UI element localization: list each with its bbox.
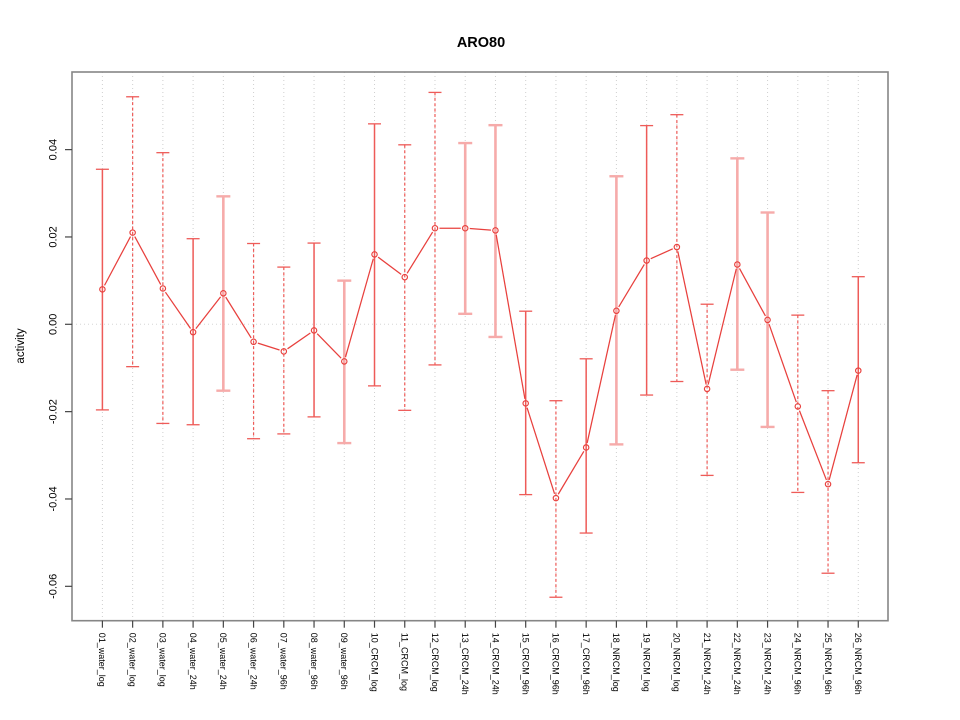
data-point-marker	[431, 224, 439, 232]
data-point-marker	[703, 385, 711, 393]
x-tick-label: 01_water_log	[97, 633, 107, 687]
data-point-marker	[189, 328, 197, 336]
x-tick-label: 13_CRCM_24h	[460, 633, 470, 695]
series-line-segment	[526, 407, 556, 495]
data-point-marker	[764, 316, 771, 324]
data-point-marker	[250, 338, 257, 346]
data-point-marker	[310, 327, 318, 334]
x-tick-label: 22_NRCM_24h	[732, 633, 742, 695]
x-tick-label: 12_CRCM_log	[430, 633, 440, 692]
x-tick-label: 05_water_24h	[218, 633, 228, 690]
series-line-segment	[677, 251, 707, 385]
data-point-marker	[461, 224, 469, 232]
x-tick-label: 14_CRCM_24h	[490, 633, 500, 695]
series-line-segment	[377, 256, 402, 275]
data-point-marker	[159, 285, 167, 292]
x-tick-label: 04_water_24h	[188, 633, 198, 690]
y-tick-label: 0.02	[48, 226, 60, 247]
series-line-segment	[495, 234, 526, 400]
series-line-segment	[798, 410, 827, 481]
x-tick-label: 16_CRCM_96h	[551, 633, 561, 695]
x-tick-label: 19_NRCM_log	[641, 633, 651, 692]
data-point-marker	[794, 403, 802, 410]
x-tick-label: 02_water_log	[127, 633, 137, 687]
data-point-marker	[401, 273, 409, 281]
x-tick-label: 24_NRCM_96h	[793, 633, 803, 695]
data-point-marker	[220, 290, 227, 297]
data-point-marker	[734, 261, 741, 268]
data-point-marker	[855, 367, 862, 374]
x-tick-label: 15_CRCM_96h	[520, 633, 530, 695]
y-tick-label: 0.04	[48, 139, 60, 160]
series-line-segment	[257, 342, 280, 351]
data-point-marker	[492, 227, 499, 234]
y-tick-label: -0.04	[48, 486, 60, 511]
x-tick-label: 06_water_24h	[248, 633, 258, 690]
data-point-marker	[552, 494, 560, 502]
series-line-segment	[103, 236, 132, 286]
x-tick-label: 07_water_96h	[279, 633, 289, 690]
chart-title: ARO80	[457, 35, 505, 51]
series-line-segment	[287, 332, 311, 350]
x-tick-label: 18_NRCM_log	[611, 633, 621, 692]
data-point-marker	[522, 400, 529, 407]
series-line-segment	[344, 258, 374, 358]
y-axis-label: activity	[15, 328, 27, 363]
data-point-marker	[643, 257, 650, 264]
series-line-segment	[650, 248, 674, 260]
x-tick-label: 03_water_log	[158, 633, 168, 687]
series-line-segment	[768, 323, 797, 403]
y-tick-label: 0.00	[48, 314, 60, 335]
series-line-segment	[586, 315, 617, 444]
data-point-marker	[613, 307, 620, 315]
y-tick-label: -0.02	[48, 399, 60, 424]
series-line-segment	[406, 231, 434, 274]
data-point-marker	[673, 243, 681, 251]
data-point-marker	[371, 251, 378, 258]
x-tick-label: 23_NRCM_24h	[762, 633, 772, 695]
x-tick-label: 17_CRCM_96h	[581, 633, 591, 695]
x-tick-label: 10_CRCM_log	[369, 633, 379, 692]
series-line-segment	[134, 236, 162, 285]
series-line-segment	[164, 291, 192, 329]
x-tick-label: 11_CRCM_log	[400, 633, 410, 691]
series-line-segment	[557, 450, 585, 495]
x-tick-label: 08_water_96h	[309, 633, 319, 690]
x-tick-label: 21_NRCM_24h	[702, 633, 712, 695]
series-line-segment	[195, 296, 222, 329]
series-line-segment	[707, 268, 737, 385]
data-point-marker	[582, 444, 590, 451]
x-tick-label: 25_NRCM_96h	[823, 633, 833, 695]
x-tick-label: 26_NRCM_96h	[853, 633, 863, 695]
x-tick-label: 09_water_96h	[339, 633, 349, 690]
series-line-segment	[225, 296, 252, 339]
plot-frame	[71, 71, 889, 622]
data-point-marker	[341, 358, 348, 365]
y-tick-label: -0.06	[48, 574, 60, 599]
data-point-marker	[129, 229, 136, 236]
series-line-segment	[316, 333, 342, 359]
series-line-segment	[469, 227, 492, 231]
series-line-segment	[618, 264, 645, 308]
data-point-marker	[280, 348, 288, 355]
data-point-marker	[824, 480, 832, 488]
x-tick-label: 20_NRCM_log	[672, 633, 682, 692]
data-point-marker	[99, 286, 106, 293]
series-line-segment	[738, 268, 766, 317]
series-line-segment	[828, 374, 858, 480]
